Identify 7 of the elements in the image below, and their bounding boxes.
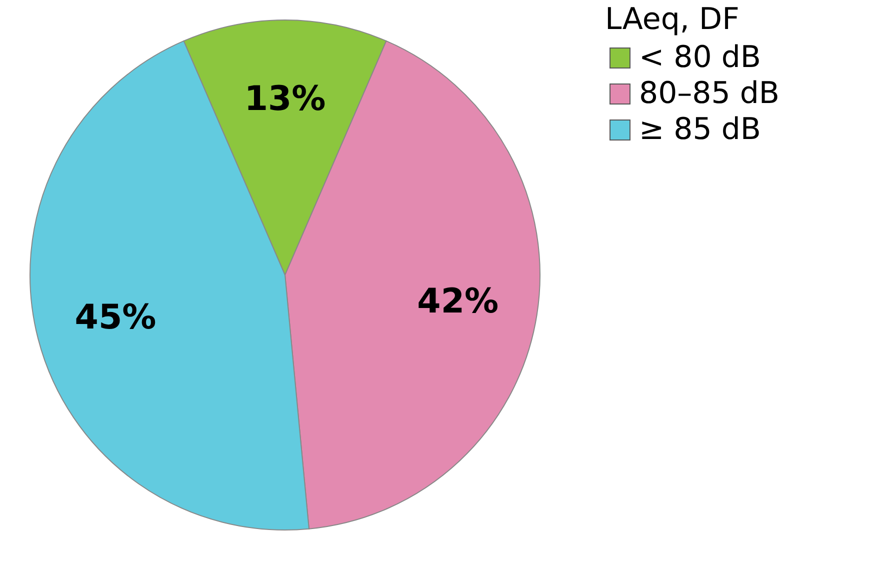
legend-label: 80–85 dB [639, 76, 780, 111]
data-label: 13% [244, 79, 326, 119]
legend-title: LAeq, DF [605, 2, 740, 37]
legend-label: ≥ 85 dB [639, 112, 762, 147]
legend-label: < 80 dB [639, 40, 762, 75]
data-label: 45% [74, 298, 156, 338]
data-label: 42% [417, 281, 499, 322]
